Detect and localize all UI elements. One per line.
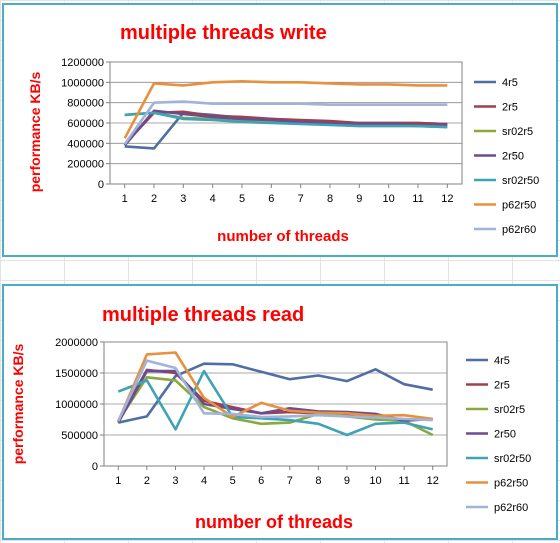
legend-label-2r5: 2r5 — [502, 102, 518, 114]
x-axis-title: number of threads — [217, 228, 349, 245]
x-tick-label: 1 — [115, 475, 121, 487]
legend-label-p62r50: p62r50 — [494, 478, 528, 490]
x-tick-label: 7 — [298, 193, 304, 205]
legend-label-2r50: 2r50 — [502, 151, 524, 163]
series-line-sr02r50[interactable] — [124, 111, 448, 129]
chart-title: multiple threads read — [102, 304, 305, 326]
y-tick-label: 200000 — [67, 159, 104, 171]
series-line-p62r50[interactable] — [123, 80, 448, 139]
x-tick-label: 6 — [268, 193, 274, 205]
x-tick-label: 3 — [180, 193, 186, 205]
y-tick-label: 1500000 — [55, 368, 98, 380]
x-tick-label: 5 — [239, 193, 245, 205]
y-tick-label: 2000000 — [55, 337, 98, 349]
x-tick-label: 8 — [315, 475, 321, 487]
y-tick-label: 1200000 — [61, 57, 104, 69]
y-tick-label: 1000000 — [55, 399, 98, 411]
x-tick-label: 2 — [151, 193, 157, 205]
x-tick-label: 1 — [122, 193, 128, 205]
legend-label-4r5: 4r5 — [494, 355, 510, 367]
x-tick-label: 6 — [258, 475, 264, 487]
x-tick-label: 3 — [172, 475, 178, 487]
y-tick-label: 800000 — [67, 98, 104, 110]
x-tick-label: 7 — [287, 475, 293, 487]
x-tick-label: 4 — [210, 193, 216, 205]
series-line-4r5[interactable] — [118, 362, 433, 424]
x-tick-label: 12 — [427, 475, 439, 487]
legend-label-p62r60: p62r60 — [502, 224, 536, 236]
x-tick-label: 9 — [344, 475, 350, 487]
x-tick-label: 8 — [327, 193, 333, 205]
y-tick-label: 1000000 — [61, 77, 104, 89]
y-tick-label: 600000 — [67, 118, 104, 130]
series-line-p62r60[interactable] — [117, 359, 433, 422]
series-line-2r50[interactable] — [123, 109, 448, 147]
x-axis-title: number of threads — [195, 512, 353, 532]
series-line-sr02r50[interactable] — [117, 369, 434, 437]
legend-label-sr02r5: sr02r5 — [502, 126, 533, 138]
series-line-p62r60[interactable] — [123, 100, 448, 146]
y-tick-label: 0 — [98, 179, 104, 191]
series-line-sr02r5[interactable] — [117, 376, 434, 437]
y-axis-title: performance KB/s — [27, 71, 43, 192]
y-tick-label: 400000 — [67, 138, 104, 150]
legend-label-sr02r50: sr02r50 — [502, 175, 539, 187]
chart-read[interactable]: multiple threads read 0 500000 1000000 1500… — [2, 284, 558, 540]
x-tick-label: 2 — [144, 475, 150, 487]
x-tick-label: 11 — [412, 193, 423, 205]
legend-label-sr02r50: sr02r50 — [494, 453, 531, 465]
x-tick-label: 10 — [369, 475, 381, 487]
x-tick-label: 10 — [383, 193, 395, 205]
legend-label-2r50: 2r50 — [494, 429, 516, 441]
x-tick-label: 4 — [201, 475, 207, 487]
chart-write[interactable]: multiple threads write 0 200000 400000 6000… — [2, 3, 558, 257]
legend-label-2r5: 2r5 — [494, 380, 510, 392]
series-line-p62r50[interactable] — [117, 351, 433, 422]
legend-label-p62r60: p62r60 — [494, 502, 528, 514]
y-tick-label: 500000 — [61, 430, 98, 442]
y-tick-label: 0 — [92, 461, 98, 473]
x-tick-label: 5 — [230, 475, 236, 487]
legend-label-4r5: 4r5 — [502, 77, 518, 89]
x-tick-label: 12 — [441, 193, 453, 205]
x-tick-label: 11 — [398, 475, 409, 487]
chart-title: multiple threads write — [120, 22, 327, 44]
plot-area-write: 0 200000 400000 600000 800000 1000000 1200000 1… — [27, 57, 539, 245]
x-tick-label: 9 — [356, 193, 362, 205]
legend-label-sr02r5: sr02r5 — [494, 404, 525, 416]
y-axis-title: performance KB/s — [10, 343, 26, 464]
legend-label-p62r50: p62r50 — [502, 200, 536, 212]
